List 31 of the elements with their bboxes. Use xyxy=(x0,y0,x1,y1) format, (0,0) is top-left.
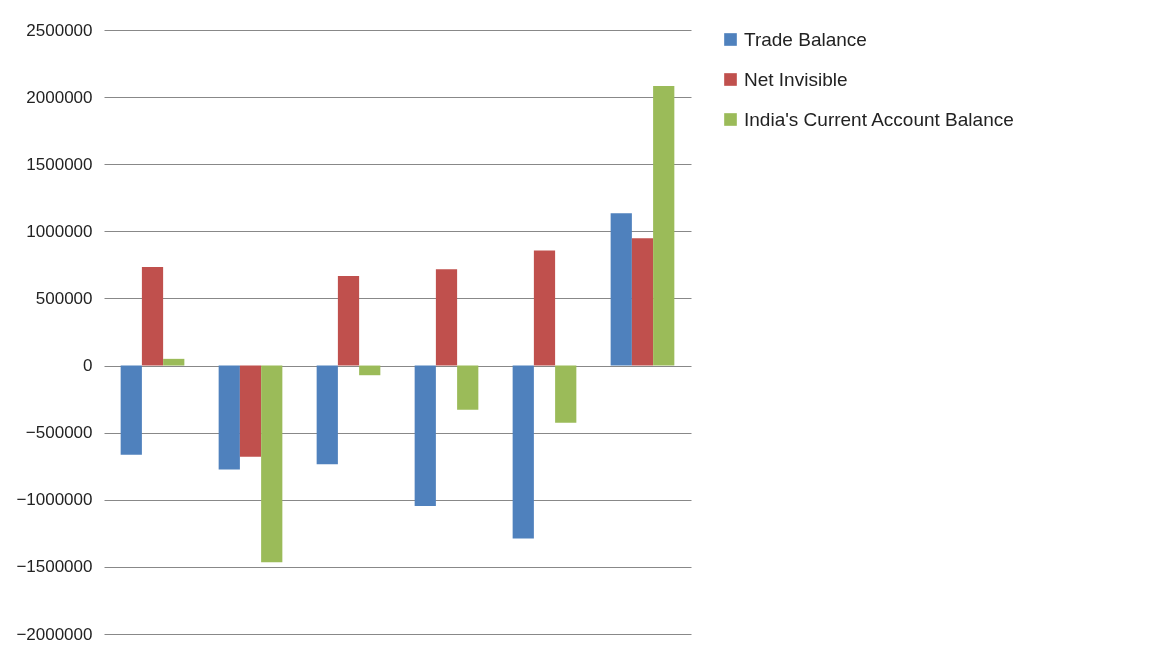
bar xyxy=(414,365,436,507)
bar xyxy=(261,365,283,563)
y-tick-label: 2500000 xyxy=(26,20,93,40)
bar xyxy=(316,365,338,465)
y-tick-label: 2000000 xyxy=(26,87,93,107)
bar xyxy=(163,358,185,366)
bar xyxy=(359,365,381,376)
y-tick-label: 1500000 xyxy=(26,154,93,174)
y-tick-label: −1500000 xyxy=(16,557,93,577)
bar xyxy=(337,276,360,366)
y-tick-label: −500000 xyxy=(25,423,93,443)
y-tick-label: 1000000 xyxy=(26,221,93,241)
bar xyxy=(120,365,142,455)
legend-label: Trade Balance xyxy=(744,28,867,50)
y-tick-label: 0 xyxy=(83,356,93,376)
y-tick-label: −2000000 xyxy=(16,624,93,644)
bar xyxy=(555,365,577,423)
bar xyxy=(218,365,240,470)
bar xyxy=(435,269,458,366)
bar xyxy=(457,365,479,410)
bar xyxy=(512,365,534,539)
y-tick-label: −1000000 xyxy=(16,490,93,510)
bar xyxy=(239,365,262,457)
bar xyxy=(631,238,654,366)
bar xyxy=(141,266,164,366)
bar xyxy=(533,250,556,366)
bar xyxy=(653,86,675,366)
y-tick-label: 500000 xyxy=(35,288,93,308)
bar xyxy=(610,213,632,366)
legend-label: Net Invisible xyxy=(744,68,848,90)
legend-label: India's Current Account Balance xyxy=(744,108,1014,130)
